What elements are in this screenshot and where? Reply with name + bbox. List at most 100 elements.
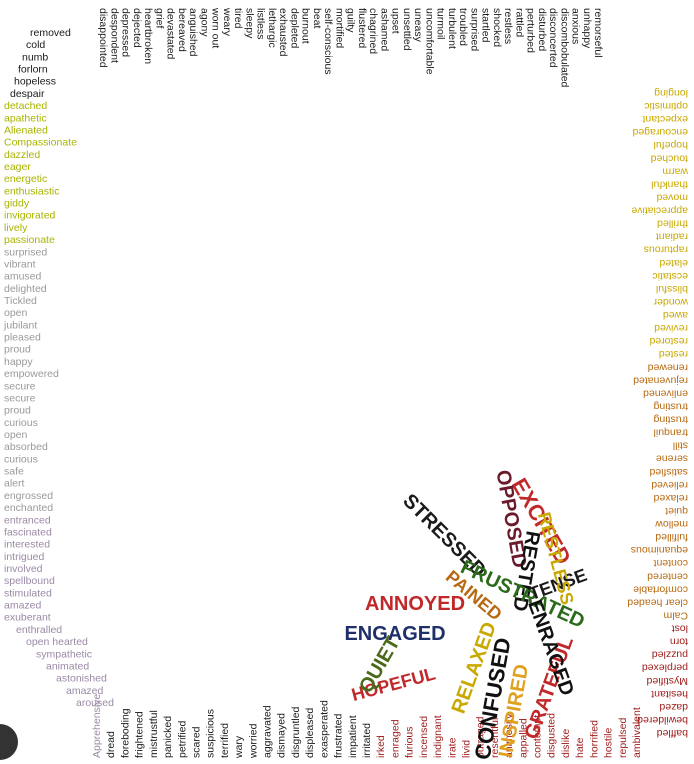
emotion-word: listless bbox=[255, 8, 267, 40]
emotion-word: comfortable bbox=[633, 583, 688, 595]
emotion-word: irate bbox=[446, 737, 458, 758]
emotion-word: animosity bbox=[503, 713, 515, 758]
emotion-word: centered bbox=[647, 570, 688, 582]
emotion-word: amazed bbox=[66, 685, 104, 697]
emotion-word: irked bbox=[375, 735, 387, 758]
emotion-word: dazzled bbox=[4, 149, 40, 161]
emotion-word: burnout bbox=[300, 8, 312, 44]
emotion-word: torn bbox=[670, 636, 688, 648]
emotion-word: dazed bbox=[659, 701, 688, 713]
emotion-word: surprised bbox=[4, 246, 47, 258]
emotion-word: hopeless bbox=[14, 76, 56, 88]
emotion-word: Calm bbox=[663, 609, 688, 621]
emotion-word: empowered bbox=[4, 368, 59, 380]
emotion-word: vibrant bbox=[4, 258, 36, 270]
emotion-word: depressed bbox=[120, 8, 132, 57]
emotion-word: revived bbox=[654, 322, 688, 334]
emotion-word: guilty bbox=[345, 8, 357, 33]
emotion-word: unsettled bbox=[401, 8, 413, 51]
emotion-word: enthralled bbox=[16, 624, 62, 636]
emotion-word: thankful bbox=[651, 178, 688, 190]
emotion-word: self-conscious bbox=[322, 8, 334, 75]
emotion-word: serene bbox=[656, 453, 688, 465]
emotion-word: tired bbox=[232, 8, 244, 29]
emotion-word: livid bbox=[460, 740, 472, 758]
emotion-word: open bbox=[4, 307, 28, 319]
emotion-word: relaxed bbox=[653, 492, 688, 504]
emotion-word: astonished bbox=[56, 673, 107, 685]
emotion-word: grief bbox=[153, 8, 165, 29]
emotion-word: rattled bbox=[513, 8, 525, 37]
emotion-word: numb bbox=[22, 51, 48, 63]
emotion-word: sympathetic bbox=[36, 648, 92, 660]
emotion-word: disconcerted bbox=[547, 8, 559, 68]
emotion-word: surprised bbox=[468, 8, 480, 51]
emotion-word: resentful bbox=[489, 718, 501, 758]
emotion-word: beat bbox=[311, 8, 323, 29]
emotion-word: animated bbox=[46, 660, 89, 672]
emotion-word: bewildered bbox=[637, 714, 688, 726]
emotion-word: rapturous bbox=[644, 244, 688, 256]
emotion-word: encouraged bbox=[632, 126, 688, 138]
emotion-word: forlorn bbox=[18, 64, 48, 76]
emotion-word: Mystified bbox=[646, 675, 688, 687]
emotion-word: dismayed bbox=[276, 713, 288, 758]
emotion-word: jubilant bbox=[3, 319, 37, 331]
emotion-word: safe bbox=[4, 466, 24, 478]
emotion-word: heartbroken bbox=[142, 8, 154, 64]
emotion-word: chagrined bbox=[367, 8, 379, 54]
emotion-word: enchanted bbox=[4, 502, 53, 514]
emotion-word: suspicious bbox=[205, 709, 217, 758]
emotion-word: happy bbox=[4, 356, 33, 368]
emotion-word: disgusted bbox=[546, 713, 558, 758]
emotion-word: remorseful bbox=[592, 8, 604, 58]
emotion-word: dejected bbox=[131, 8, 143, 48]
emotion-word: quiet bbox=[665, 505, 688, 517]
emotion-word: uneasy bbox=[412, 8, 424, 43]
emotion-word: anxious bbox=[570, 8, 582, 44]
emotion-word: aggravated bbox=[262, 705, 274, 758]
emotion-word: invigorated bbox=[4, 210, 56, 222]
emotion-word: sleepy bbox=[243, 8, 255, 39]
emotion-word: engrossed bbox=[4, 490, 53, 502]
emotion-word: satisfied bbox=[649, 466, 688, 478]
emotion-word: troubled bbox=[457, 8, 469, 46]
emotion-word: dread bbox=[105, 731, 117, 758]
emotion-word: open bbox=[4, 429, 28, 441]
emotion-word: repulsed bbox=[617, 718, 629, 758]
emotion-word: hopeful bbox=[654, 139, 688, 151]
emotion-word: cold bbox=[26, 39, 45, 51]
emotion-word: optimistic bbox=[644, 100, 688, 112]
emotion-word: turbulent bbox=[446, 8, 458, 49]
emotion-word: perturbed bbox=[525, 8, 537, 53]
emotion-word: rejuvenated bbox=[633, 374, 688, 386]
emotion-word: devastated bbox=[165, 8, 177, 60]
emotion-word: aroused bbox=[76, 697, 114, 709]
emotion-word: disappointed bbox=[97, 8, 109, 68]
emotion-word: proud bbox=[4, 405, 31, 417]
emotion-word: lost bbox=[672, 623, 688, 635]
emotion-word: ashamed bbox=[378, 8, 390, 51]
cluster-word: ANNOYED bbox=[365, 593, 465, 615]
emotion-word: flustered bbox=[356, 8, 368, 48]
cluster-word: ENGAGED bbox=[344, 623, 445, 645]
emotion-word: displeased bbox=[304, 708, 316, 758]
emotion-word: upset bbox=[390, 8, 402, 34]
emotion-word: foreboding bbox=[119, 708, 131, 758]
emotion-word: ecstatic bbox=[652, 270, 688, 282]
emotion-word: enthusiastic bbox=[4, 185, 59, 197]
emotion-word: uncomfortable bbox=[423, 8, 435, 75]
emotion-word: pleased bbox=[4, 332, 41, 344]
emotion-word: rested bbox=[659, 348, 688, 360]
emotion-word: giddy bbox=[4, 198, 30, 210]
emotion-word: fulfilled bbox=[655, 531, 688, 543]
emotion-word: restless bbox=[502, 8, 514, 44]
emotion-word: despair bbox=[10, 88, 45, 100]
emotion-word: tranquil bbox=[654, 427, 688, 439]
emotion-word: petrified bbox=[176, 720, 188, 758]
emotion-word: disgruntled bbox=[290, 706, 302, 758]
emotion-word: delighted bbox=[4, 283, 47, 295]
emotion-word: interested bbox=[4, 539, 50, 551]
emotion-word: indignant bbox=[432, 715, 444, 758]
emotion-word: hostile bbox=[603, 727, 615, 758]
